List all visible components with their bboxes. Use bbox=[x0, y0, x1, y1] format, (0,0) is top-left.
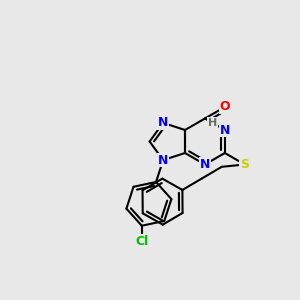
Text: Cl: Cl bbox=[135, 235, 148, 248]
Text: N: N bbox=[200, 158, 210, 171]
Text: N: N bbox=[158, 154, 168, 166]
Text: S: S bbox=[240, 158, 249, 171]
Text: N: N bbox=[220, 124, 230, 136]
Text: H: H bbox=[208, 118, 218, 128]
Text: O: O bbox=[220, 100, 230, 113]
Text: N: N bbox=[158, 116, 168, 129]
